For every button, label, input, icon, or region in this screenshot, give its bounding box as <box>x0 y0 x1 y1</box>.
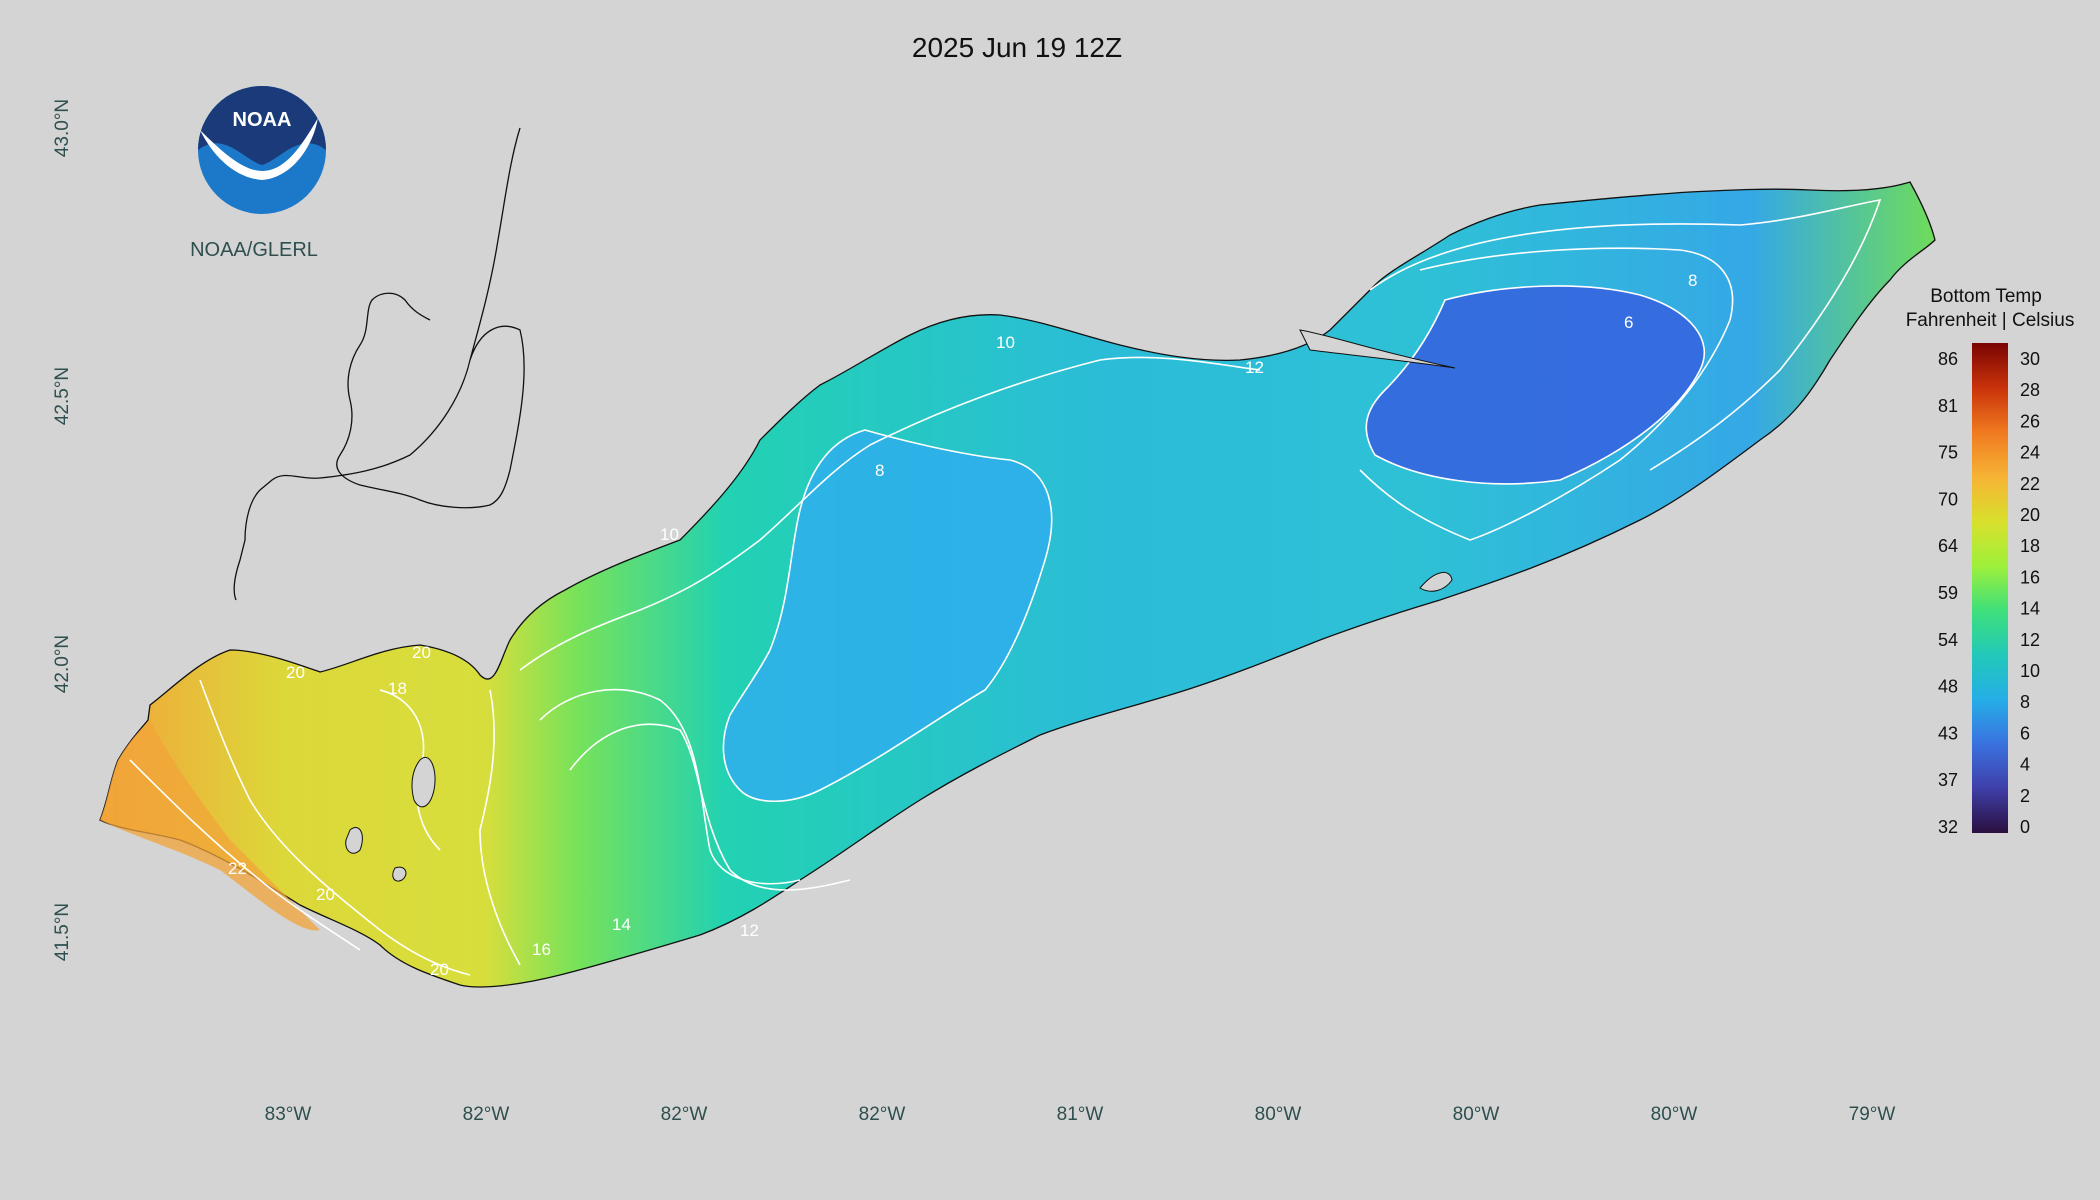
longitude-label: 82°W <box>463 1104 510 1125</box>
contour-label: 8 <box>1688 271 1697 290</box>
longitude-label: 80°W <box>1453 1104 1500 1125</box>
isotherm-contours <box>129 198 1882 976</box>
fahrenheit-tick-label: 54 <box>1938 630 1958 650</box>
colorbar-title: Bottom Temp <box>1930 286 2042 307</box>
longitude-label: 81°W <box>1057 1104 1104 1125</box>
celsius-tick-label: 18 <box>2020 536 2040 556</box>
contour-label: 12 <box>740 921 759 940</box>
longitude-label: 82°W <box>859 1104 906 1125</box>
celsius-tick-label: 0 <box>2020 817 2030 837</box>
longitude-label: 80°W <box>1255 1104 1302 1125</box>
longitude-label: 79°W <box>1849 1104 1896 1125</box>
map-title: 2025 Jun 19 12Z <box>912 32 1122 63</box>
contour-label: 22 <box>228 859 247 878</box>
celsius-tick-label: 12 <box>2020 630 2040 650</box>
fahrenheit-tick-label: 75 <box>1938 443 1958 463</box>
celsius-tick-label: 30 <box>2020 349 2040 369</box>
latitude-axis: 43.0°N 42.5°N 42.0°N 41.5°N <box>52 99 73 961</box>
fahrenheit-tick-label: 48 <box>1938 677 1958 697</box>
contour-label: 10 <box>660 525 679 544</box>
fahrenheit-tick-label: 59 <box>1938 583 1958 603</box>
celsius-tick-label: 26 <box>2020 411 2040 431</box>
celsius-tick-label: 8 <box>2020 692 2030 712</box>
celsius-tick-label: 2 <box>2020 786 2030 806</box>
latitude-label: 41.5°N <box>52 903 73 961</box>
fahrenheit-tick-label: 43 <box>1938 723 1958 743</box>
celsius-tick-label: 6 <box>2020 723 2030 743</box>
west-basin-warm-zone <box>100 720 320 931</box>
celsius-tick-label: 10 <box>2020 661 2040 681</box>
fahrenheit-ticks: 86 81 75 70 64 59 54 48 43 37 32 <box>1938 349 1958 837</box>
celsius-tick-label: 28 <box>2020 380 2040 400</box>
contour-label: 10 <box>996 333 1015 352</box>
colorbar-subtitle: Fahrenheit | Celsius <box>1906 310 2075 331</box>
fahrenheit-tick-label: 32 <box>1938 817 1958 837</box>
contour-label-group: 8 6 8 10 10 12 12 14 16 18 20 20 20 22 2… <box>228 271 1697 979</box>
latitude-label: 42.0°N <box>52 635 73 693</box>
contour-label: 16 <box>532 940 551 959</box>
contour-label: 20 <box>412 643 431 662</box>
latitude-label: 43.0°N <box>52 99 73 157</box>
lake-st-clair-outline <box>233 127 525 601</box>
central-basin-deep-zone <box>723 430 1052 802</box>
fahrenheit-tick-label: 64 <box>1938 536 1958 556</box>
contour-label: 12 <box>1245 358 1264 377</box>
fahrenheit-tick-label: 70 <box>1938 489 1958 509</box>
contour-label: 8 <box>875 461 884 480</box>
fahrenheit-tick-label: 81 <box>1938 396 1958 416</box>
celsius-tick-label: 4 <box>2020 755 2030 775</box>
noaa-logo-text: NOAA <box>233 109 292 131</box>
contour-label: 6 <box>1624 313 1633 332</box>
presque-isle <box>1419 572 1453 592</box>
celsius-tick-label: 14 <box>2020 599 2040 619</box>
long-point-peninsula <box>1299 329 1456 369</box>
celsius-tick-label: 24 <box>2020 443 2040 463</box>
celsius-tick-label: 22 <box>2020 474 2040 494</box>
east-basin-deep-zone <box>1366 285 1705 484</box>
fahrenheit-tick-label: 86 <box>1938 349 1958 369</box>
longitude-label: 83°W <box>265 1104 312 1125</box>
contour-label: 20 <box>286 663 305 682</box>
celsius-tick-label: 16 <box>2020 567 2040 587</box>
longitude-axis: 83°W 82°W 82°W 82°W 81°W 80°W 80°W 80°W … <box>265 1104 1896 1125</box>
latitude-label: 42.5°N <box>52 367 73 425</box>
colorbar: Bottom Temp Fahrenheit | Celsius 8681757… <box>1906 286 2075 837</box>
noaa-logo: NOAA <box>198 86 326 214</box>
celsius-tick-label: 20 <box>2020 505 2040 525</box>
contour-label: 18 <box>388 679 407 698</box>
contour-label: 20 <box>430 960 449 979</box>
longitude-label: 80°W <box>1651 1104 1698 1125</box>
fahrenheit-tick-label: 37 <box>1938 770 1958 790</box>
organization-label: NOAA/GLERL <box>190 239 318 261</box>
contour-label: 20 <box>316 885 335 904</box>
contour-label: 14 <box>612 915 631 934</box>
colorbar-gradient <box>1972 343 2008 833</box>
longitude-label: 82°W <box>661 1104 708 1125</box>
islands <box>345 757 436 882</box>
